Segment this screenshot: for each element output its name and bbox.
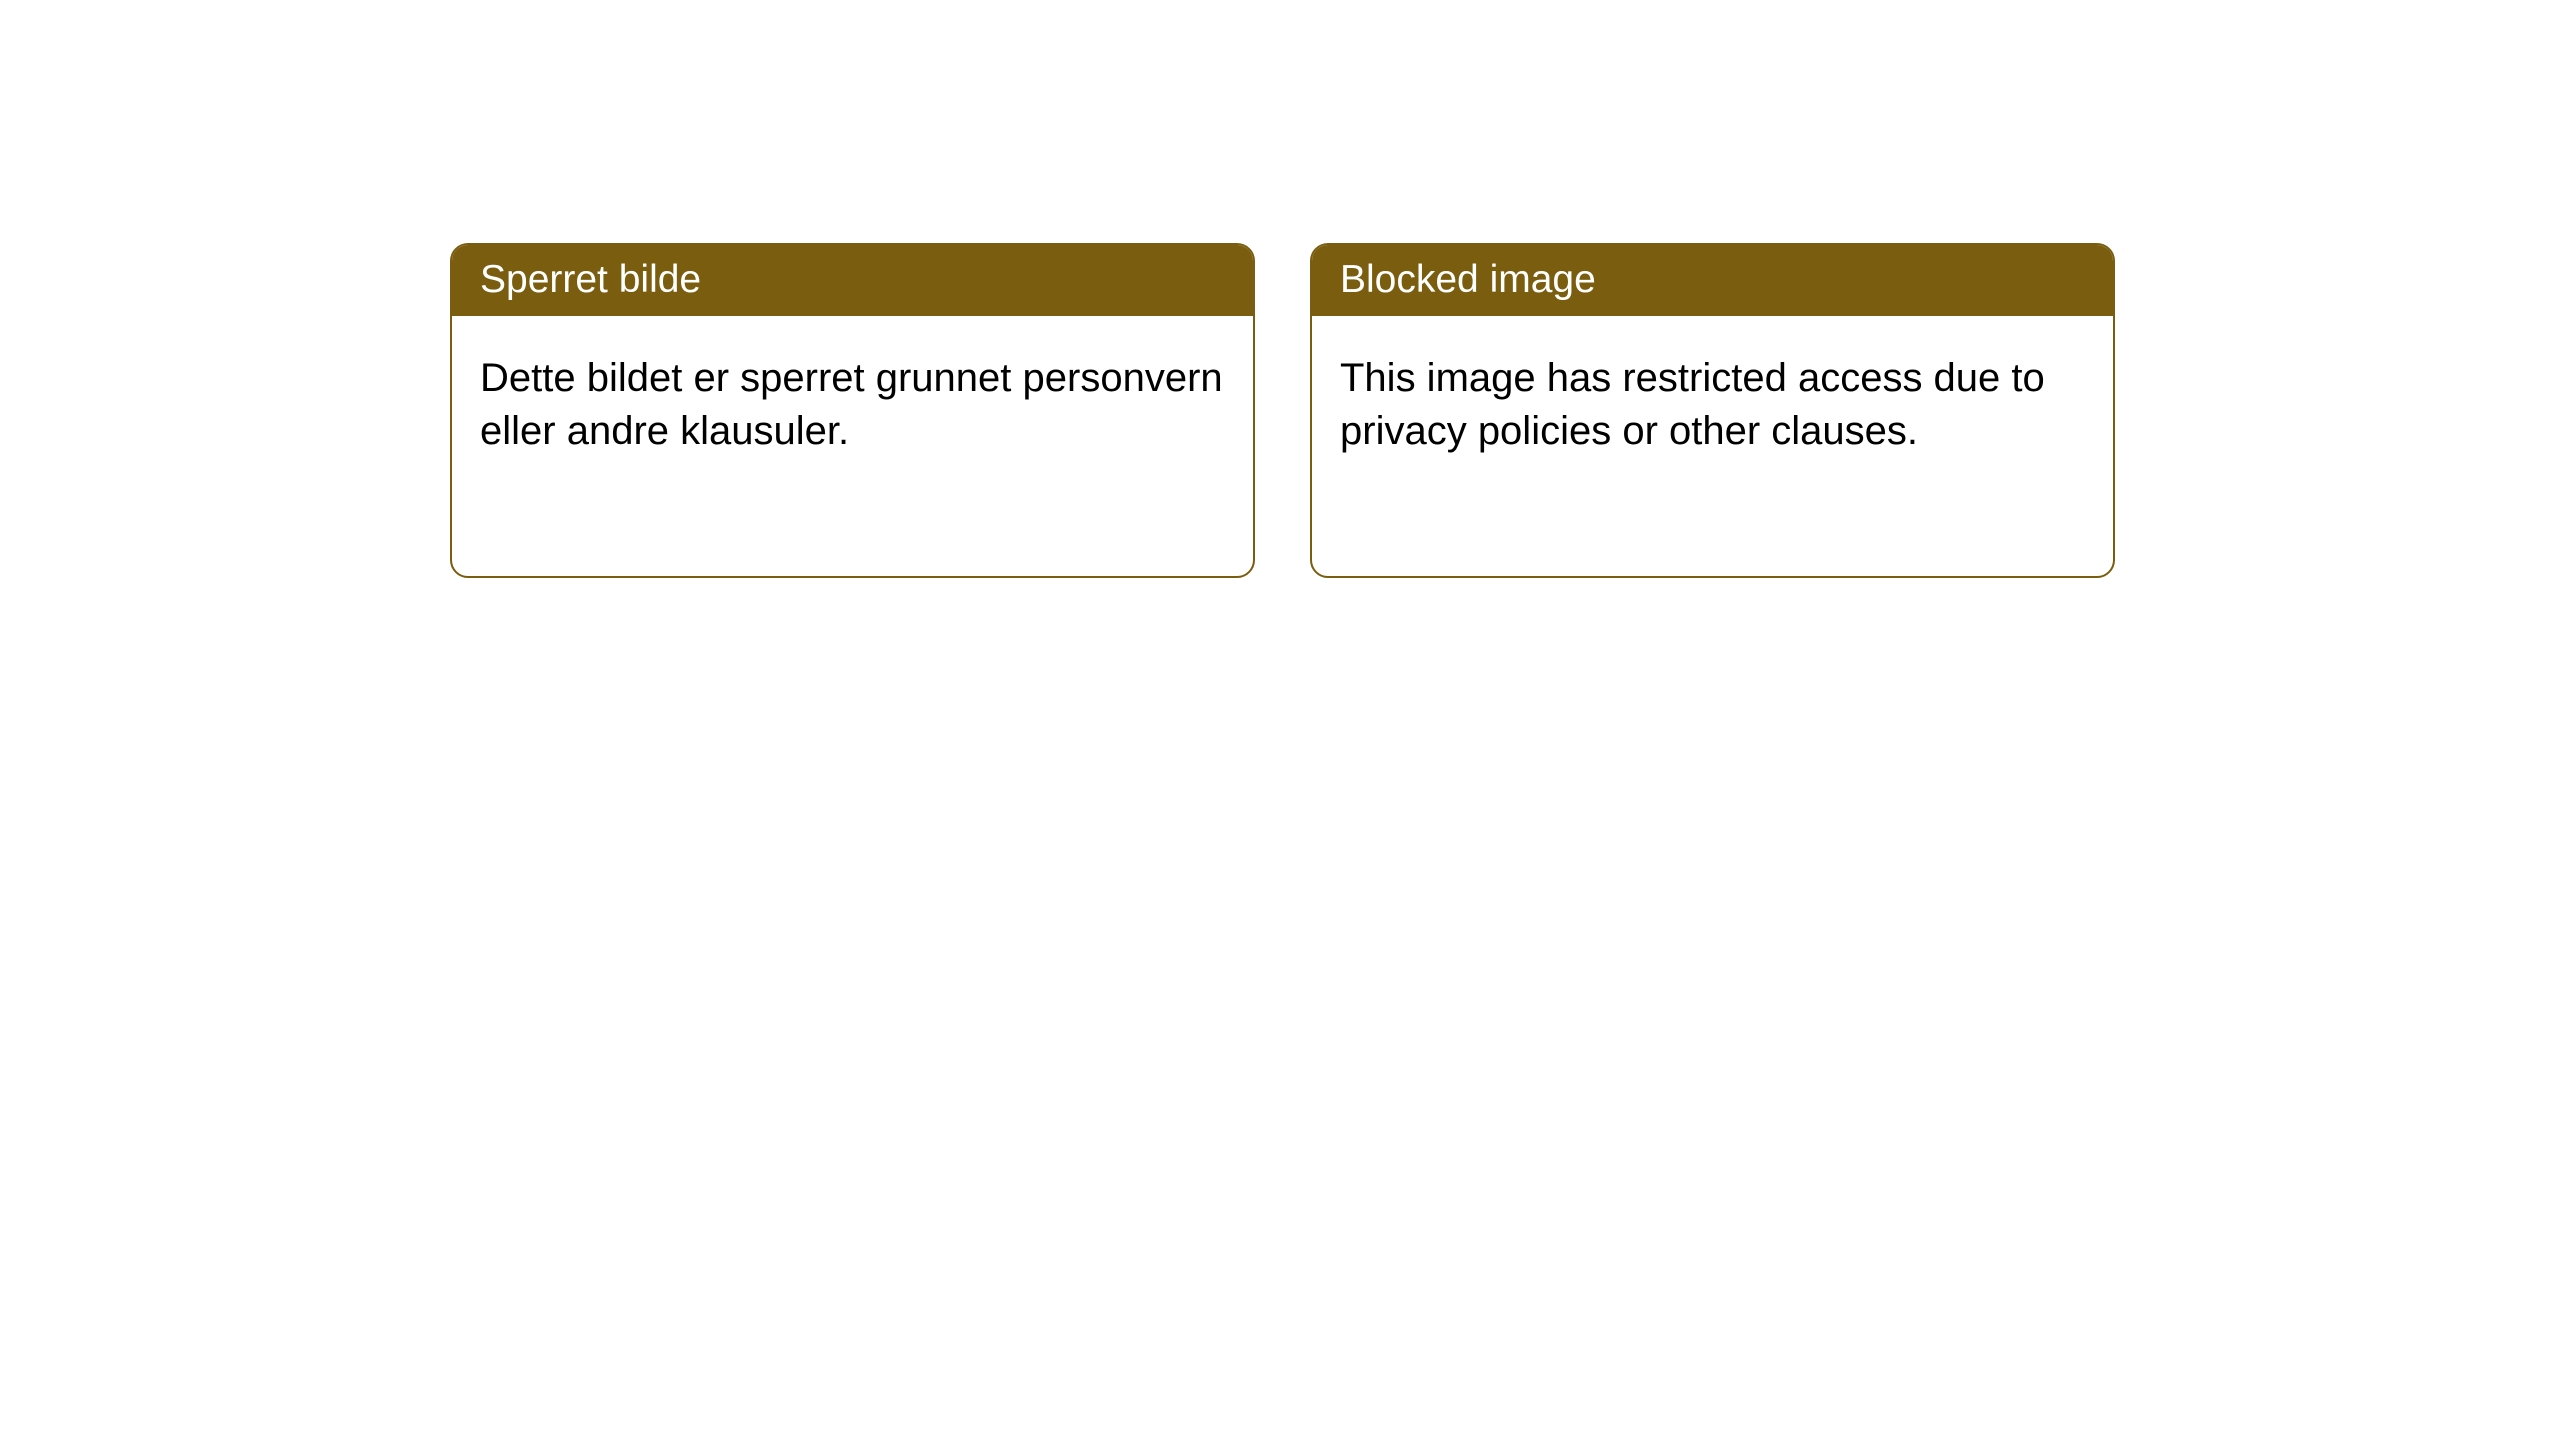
notice-cards-container: Sperret bilde Dette bildet er sperret gr…	[450, 243, 2115, 578]
notice-card-norwegian: Sperret bilde Dette bildet er sperret gr…	[450, 243, 1255, 578]
notice-body: This image has restricted access due to …	[1312, 316, 2113, 494]
notice-card-english: Blocked image This image has restricted …	[1310, 243, 2115, 578]
notice-header: Sperret bilde	[452, 245, 1253, 316]
notice-header: Blocked image	[1312, 245, 2113, 316]
notice-body: Dette bildet er sperret grunnet personve…	[452, 316, 1253, 494]
